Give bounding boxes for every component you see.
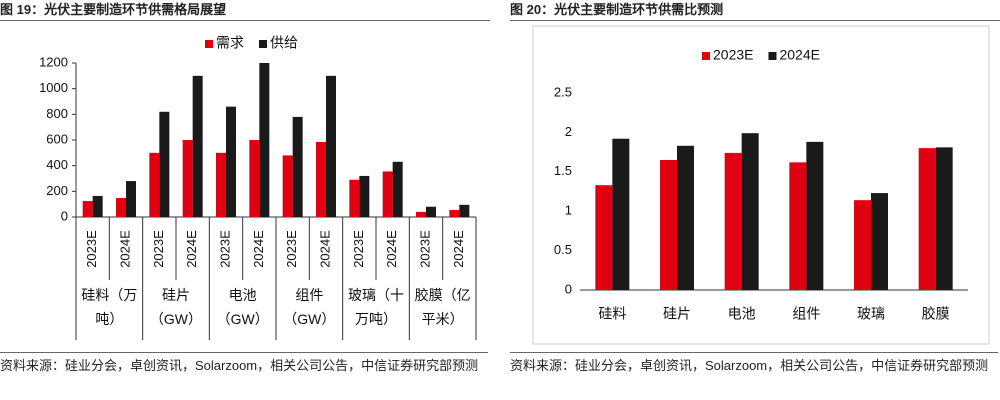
bar bbox=[806, 141, 824, 290]
bar bbox=[82, 200, 93, 217]
bar bbox=[149, 152, 160, 217]
y-tick-label: 0.5 bbox=[554, 242, 572, 257]
y-tick-label: 2.5 bbox=[554, 84, 572, 99]
bar bbox=[326, 75, 336, 217]
bar bbox=[392, 161, 403, 217]
y-tick-label: 200 bbox=[46, 183, 68, 198]
bar bbox=[159, 111, 170, 217]
bar bbox=[116, 198, 126, 217]
y-tick-label: 1000 bbox=[39, 80, 68, 95]
legend-label: 2023E bbox=[713, 47, 753, 63]
x-tick-label: 2024E bbox=[384, 230, 399, 268]
x-tick-label: 2024E bbox=[184, 230, 199, 268]
group-label: 组件（GW） bbox=[283, 287, 336, 327]
chart-title: 图 19：光伏主要制造环节供需格局展望 bbox=[0, 0, 490, 21]
x-tick-label: 硅片 bbox=[663, 306, 691, 322]
bar bbox=[92, 195, 103, 217]
x-tick-label: 2023E bbox=[84, 230, 99, 268]
y-tick-label: 0 bbox=[565, 281, 572, 296]
y-tick-label: 0 bbox=[61, 208, 68, 223]
bar bbox=[226, 106, 236, 217]
y-tick-label: 2 bbox=[565, 124, 572, 139]
bar bbox=[426, 206, 436, 217]
bar bbox=[216, 152, 226, 217]
bar bbox=[935, 147, 953, 290]
bar bbox=[416, 211, 426, 217]
bar bbox=[192, 75, 203, 217]
x-tick-label: 组件 bbox=[792, 306, 820, 322]
bar bbox=[316, 141, 326, 217]
bar bbox=[292, 116, 303, 217]
legend-swatch bbox=[768, 52, 777, 60]
x-tick-label: 2024E bbox=[251, 230, 266, 268]
bar bbox=[595, 185, 613, 290]
bar bbox=[677, 145, 694, 290]
y-tick-label: 1200 bbox=[39, 54, 68, 69]
bar bbox=[612, 138, 630, 290]
legend-swatch bbox=[259, 40, 267, 48]
x-tick-label: 胶膜 bbox=[922, 306, 950, 322]
bar bbox=[182, 140, 193, 217]
bar bbox=[871, 193, 888, 290]
legend-label: 2024E bbox=[779, 47, 819, 63]
x-tick-label: 2023E bbox=[351, 230, 366, 268]
group-label: 玻璃（十万吨） bbox=[347, 287, 404, 327]
y-tick-label: 800 bbox=[46, 106, 68, 121]
x-tick-label: 2023E bbox=[417, 230, 432, 268]
legend-swatch bbox=[205, 40, 213, 48]
bar bbox=[789, 162, 807, 290]
bar bbox=[126, 181, 136, 217]
bar bbox=[249, 140, 260, 217]
bar bbox=[449, 209, 460, 217]
x-tick-label: 2023E bbox=[151, 230, 166, 268]
source-note: 资料来源：硅业分会，卓创资讯，Solarzoom，相关公司公告，中信证券研究部预… bbox=[510, 352, 998, 376]
bar bbox=[918, 148, 936, 290]
source-note: 资料来源：硅业分会，卓创资讯，Solarzoom，相关公司公告，中信证券研究部预… bbox=[0, 352, 488, 376]
bar bbox=[741, 133, 759, 290]
y-tick-label: 400 bbox=[46, 157, 68, 172]
legend-label: 需求 bbox=[216, 35, 244, 51]
x-tick-label: 电池 bbox=[728, 306, 756, 322]
x-tick-label: 2023E bbox=[284, 230, 299, 268]
x-tick-label: 2024E bbox=[117, 230, 132, 268]
legend-label: 供给 bbox=[270, 35, 298, 51]
bar bbox=[349, 179, 360, 217]
bar bbox=[382, 171, 393, 217]
legend-swatch bbox=[702, 52, 710, 60]
bar bbox=[282, 155, 293, 217]
x-tick-label: 2023E bbox=[217, 230, 232, 268]
bar bbox=[724, 152, 742, 290]
bar bbox=[660, 159, 677, 290]
group-label: 硅片（GW） bbox=[149, 287, 203, 327]
bar bbox=[459, 204, 470, 217]
y-tick-label: 1 bbox=[565, 203, 572, 218]
x-tick-label: 2024E bbox=[451, 230, 466, 268]
group-label: 电池（GW） bbox=[216, 287, 269, 327]
bar bbox=[359, 175, 370, 217]
chart-title: 图 20：光伏主要制造环节供需比预测 bbox=[510, 0, 1000, 21]
x-tick-label: 玻璃 bbox=[857, 306, 885, 322]
group-label: 硅料（万吨） bbox=[81, 287, 138, 327]
bar bbox=[259, 63, 270, 217]
bar bbox=[854, 200, 871, 290]
x-tick-label: 2024E bbox=[317, 230, 332, 268]
y-tick-label: 1.5 bbox=[554, 163, 572, 178]
x-tick-label: 硅料 bbox=[598, 306, 626, 322]
group-label: 胶膜（亿平米） bbox=[414, 287, 471, 327]
chart-frame bbox=[532, 25, 990, 345]
y-tick-label: 600 bbox=[46, 131, 68, 146]
